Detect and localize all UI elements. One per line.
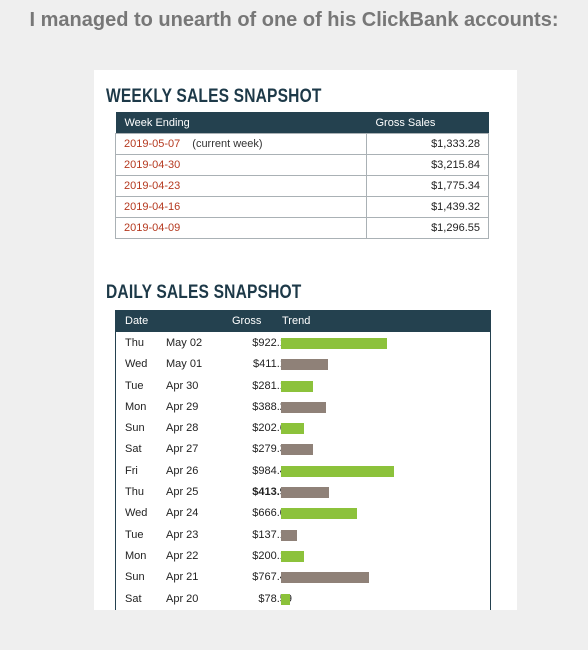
- day-cell: Wed: [125, 507, 148, 520]
- gross-cell: $413.95: [252, 486, 292, 499]
- date-cell: Apr 27: [166, 443, 199, 456]
- date-cell: May 02: [166, 337, 203, 349]
- gross-cell: $767.49: [252, 571, 292, 584]
- daily-row: Wed May 01 $411.14: [116, 354, 490, 375]
- trend-bar: [281, 423, 304, 435]
- daily-row: Fri Apr 26 $984.41: [116, 461, 490, 482]
- week-ending-cell: 2019-04-23: [115, 175, 367, 197]
- weekly-sales-table: Week Ending Gross Sales 2019-05-07 (curre…: [115, 112, 489, 239]
- weekly-row: 2019-04-23 $1,775.34: [115, 175, 489, 197]
- daily-row: Mon Apr 29 $388.27: [116, 397, 490, 418]
- trend-bar: [281, 593, 290, 605]
- trend-bar: [281, 401, 326, 413]
- gross-cell: $984.41: [252, 464, 292, 477]
- week-ending-date: 2019-04-30: [124, 159, 181, 171]
- date-cell: Apr 24: [166, 507, 199, 520]
- trend-header: Trend: [282, 315, 311, 327]
- date-cell: Apr 29: [166, 400, 199, 413]
- date-cell: Apr 28: [166, 422, 199, 435]
- day-cell: Mon: [125, 400, 147, 413]
- daily-row: Sun Apr 21 $767.49: [116, 567, 490, 588]
- date-cell: Apr 23: [166, 528, 199, 541]
- trend-bar: [281, 508, 357, 520]
- weekly-row: 2019-05-07 (current week) $1,333.28: [115, 133, 489, 155]
- page-heading: I managed to unearth of one of his Click…: [29, 9, 559, 31]
- day-cell: Tue: [125, 379, 144, 392]
- trend-bar: [281, 487, 329, 499]
- day-cell: Sat: [125, 592, 142, 605]
- gross-cell: $666.08: [252, 507, 292, 520]
- gross-sales-cell: $1,775.34: [366, 175, 489, 197]
- day-cell: Thu: [125, 337, 144, 349]
- trend-bar: [281, 444, 313, 456]
- daily-sales-table: Date Gross Trend Thu May 02 $922.14 Wed May …: [115, 310, 491, 610]
- trend-bar: [281, 572, 369, 584]
- gross-cell: $202.60: [252, 422, 292, 435]
- weekly-row: 2019-04-09 $1,296.55: [115, 217, 489, 239]
- gross-cell: $922.14: [252, 337, 292, 349]
- weekly-row: 2019-04-16 $1,439.32: [115, 196, 489, 218]
- week-ending-cell: 2019-04-30: [115, 154, 367, 176]
- date-header: Date: [125, 315, 149, 327]
- gross-cell: $200.16: [252, 549, 292, 562]
- day-cell: Fri: [125, 464, 138, 477]
- week-ending-date: 2019-04-16: [124, 201, 181, 213]
- gross-sales-header: Gross Sales: [366, 112, 489, 134]
- daily-row: Sun Apr 28 $202.60: [116, 418, 490, 439]
- week-ending-date: 2019-05-07: [124, 138, 181, 150]
- daily-row: Wed Apr 24 $666.08: [116, 503, 490, 524]
- daily-sales-title: DAILY SALES SNAPSHOT: [106, 282, 302, 303]
- gross-cell: $411.14: [253, 358, 292, 371]
- date-cell: Apr 30: [166, 379, 199, 392]
- trend-bar: [281, 465, 394, 477]
- weekly-header-row: Week Ending Gross Sales: [115, 112, 489, 134]
- date-cell: May 01: [166, 358, 203, 371]
- trend-bar: [281, 529, 297, 541]
- daily-row: Sat Apr 20 $78.59: [116, 589, 490, 610]
- trend-bar: [281, 550, 304, 562]
- trend-bar: [281, 359, 328, 371]
- trend-bar: [281, 338, 387, 349]
- gross-sales-cell: $1,439.32: [366, 196, 489, 218]
- week-ending-date: 2019-04-09: [124, 222, 181, 234]
- gross-sales-cell: $3,215.84: [366, 154, 489, 176]
- date-cell: Apr 26: [166, 464, 199, 477]
- daily-row: Thu May 02 $922.14: [116, 333, 490, 354]
- week-note: (current week): [192, 138, 263, 150]
- day-cell: Mon: [125, 549, 147, 562]
- daily-row: Thu Apr 25 $413.95: [116, 482, 490, 503]
- date-cell: Apr 21: [166, 571, 199, 584]
- daily-row: Sat Apr 27 $279.34: [116, 439, 490, 460]
- week-ending-header: Week Ending: [115, 112, 367, 134]
- gross-cell: $388.27: [252, 400, 292, 413]
- date-cell: Apr 22: [166, 549, 199, 562]
- week-ending-cell: 2019-04-09: [115, 217, 367, 239]
- daily-row: Mon Apr 22 $200.16: [116, 546, 490, 567]
- sales-snapshot-image: WEEKLY SALES SNAPSHOT Week Ending Gross …: [94, 70, 517, 610]
- gross-sales-cell: $1,333.28: [366, 133, 489, 155]
- gross-cell: $78.59: [258, 592, 292, 605]
- day-cell: Sun: [125, 422, 145, 435]
- gross-sales-cell: $1,296.55: [366, 217, 489, 239]
- trend-bar: [281, 380, 313, 392]
- daily-row: Tue Apr 23 $137.19: [116, 525, 490, 546]
- daily-row: Tue Apr 30 $281.19: [116, 376, 490, 397]
- day-cell: Sat: [125, 443, 142, 456]
- weekly-sales-title: WEEKLY SALES SNAPSHOT: [106, 86, 322, 107]
- week-ending-date: 2019-04-23: [124, 180, 181, 192]
- day-cell: Wed: [125, 358, 148, 371]
- day-cell: Tue: [125, 528, 144, 541]
- date-cell: Apr 20: [166, 592, 199, 605]
- gross-cell: $137.19: [252, 528, 292, 541]
- daily-header-row: Date Gross Trend: [116, 310, 490, 332]
- week-ending-cell: 2019-05-07 (current week): [115, 133, 367, 155]
- day-cell: Sun: [125, 571, 145, 584]
- week-ending-cell: 2019-04-16: [115, 196, 367, 218]
- weekly-row: 2019-04-30 $3,215.84: [115, 154, 489, 176]
- date-cell: Apr 25: [166, 486, 199, 499]
- gross-cell: $279.34: [252, 443, 292, 456]
- day-cell: Thu: [125, 486, 144, 499]
- gross-header: Gross: [232, 315, 262, 327]
- gross-cell: $281.19: [252, 379, 292, 392]
